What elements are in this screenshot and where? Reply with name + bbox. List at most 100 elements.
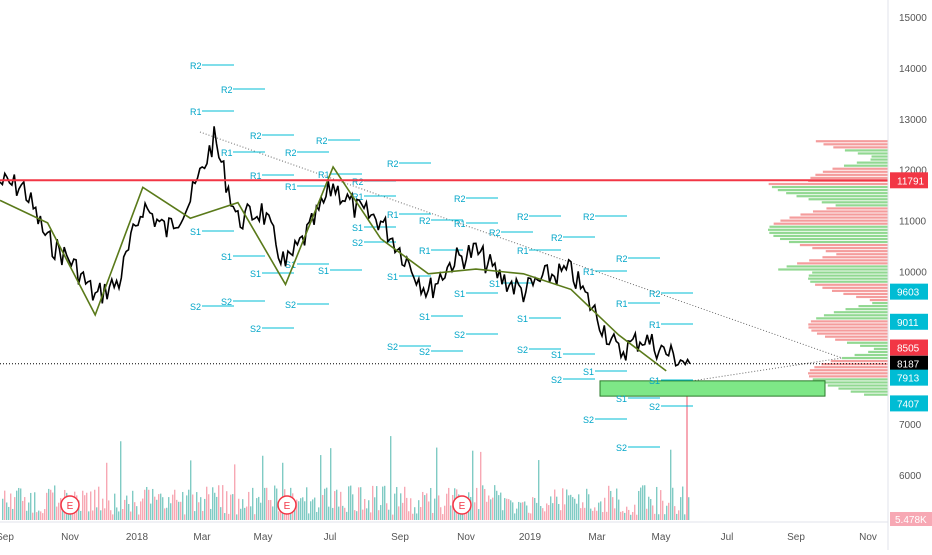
- time-tick-label: Nov: [859, 532, 877, 543]
- volume-bar: [654, 513, 656, 520]
- volume-bar: [232, 494, 234, 520]
- time-tick-label: May: [652, 532, 671, 543]
- volume-bar: [374, 497, 376, 520]
- volume-profile-bar: [812, 378, 888, 381]
- pivot-label: R1: [419, 246, 431, 256]
- pivot-level: R2: [221, 85, 265, 95]
- volume-bar: [480, 451, 482, 520]
- pivot-level: S2: [190, 302, 234, 312]
- volume-bar: [14, 497, 16, 520]
- pivot-label: S1: [454, 289, 465, 299]
- pivot-level: S1: [419, 312, 463, 322]
- volume-profile-bar: [833, 146, 888, 149]
- pivot-level: S1: [387, 272, 431, 282]
- volume-profile-bar: [816, 332, 888, 335]
- volume-bar: [160, 493, 162, 520]
- pivot-level: S2: [517, 345, 561, 355]
- volume-bar: [584, 507, 586, 520]
- pivot-label: S1: [551, 350, 562, 360]
- price-tick-label: 12000: [899, 166, 927, 177]
- volume-bar: [180, 501, 182, 520]
- volume-bar: [504, 498, 506, 520]
- volume-bar: [550, 496, 552, 520]
- volume-bar: [582, 502, 584, 520]
- pivot-label: S2: [551, 375, 562, 385]
- volume-bar: [36, 512, 38, 520]
- volume-bar: [48, 488, 50, 520]
- volume-bar: [574, 498, 576, 520]
- volume-bar: [390, 436, 392, 520]
- volume-bar: [604, 497, 606, 520]
- volume-bar: [306, 487, 308, 520]
- volume-bar: [320, 455, 322, 520]
- volume-bar: [628, 509, 630, 520]
- volume-profile-bar: [871, 155, 888, 158]
- pivot-level: R1: [454, 219, 498, 229]
- volume-bar: [610, 490, 612, 520]
- volume-bar: [416, 513, 418, 520]
- volume-bar: [542, 508, 544, 520]
- volume-bar: [42, 513, 44, 520]
- volume-bar: [254, 514, 256, 520]
- volume-label: 5.478K: [890, 512, 932, 526]
- time-tick-label: 2019: [519, 532, 542, 543]
- volume-bar: [370, 512, 372, 520]
- volume-bar: [114, 493, 116, 520]
- volume-bar: [136, 506, 138, 520]
- volume-bar: [474, 502, 476, 520]
- volume-profile-bar: [824, 335, 888, 338]
- pivot-level: R2: [316, 136, 360, 146]
- volume-bar-spike: [686, 380, 688, 520]
- volume-bar: [502, 510, 504, 520]
- pivot-level: S1: [352, 223, 396, 233]
- volume-bar: [242, 499, 244, 520]
- volume-bar: [426, 493, 428, 520]
- volume-bar: [104, 508, 106, 520]
- event-marker: E: [60, 495, 80, 515]
- pivot-label: S2: [454, 330, 465, 340]
- volume-bar: [486, 501, 488, 520]
- volume-bar: [156, 499, 158, 520]
- volume-bar: [636, 514, 638, 520]
- volume-bar: [280, 505, 282, 520]
- volume-bar: [258, 496, 260, 520]
- volume-bar: [422, 491, 424, 520]
- volume-bar: [84, 495, 86, 520]
- volume-bar: [10, 493, 12, 520]
- volume-bar: [332, 507, 334, 520]
- volume-bar: [638, 490, 640, 520]
- volume-bar: [346, 511, 348, 520]
- volume-bar: [168, 497, 170, 520]
- volume-bar: [70, 513, 72, 520]
- volume-bar: [206, 486, 208, 520]
- volume-bar: [38, 510, 40, 520]
- volume-bar: [664, 514, 666, 520]
- pivot-label: R2: [419, 216, 431, 226]
- volume-bar: [380, 505, 382, 520]
- volume-bar: [162, 497, 164, 520]
- time-axis[interactable]: Sep Nov 2018 Mar May Jul Sep Nov 2019 Mar May Jul Se…: [0, 532, 877, 543]
- volume-bar: [126, 495, 128, 520]
- volume-bar: [128, 504, 130, 520]
- volume-bar: [140, 501, 142, 520]
- volume-bar: [324, 488, 326, 520]
- pivot-label: S2: [387, 342, 398, 352]
- pivot-label: S1: [583, 367, 594, 377]
- volume-bar: [530, 513, 532, 520]
- volume-profile-bar: [857, 152, 888, 155]
- volume-profile-bar: [838, 387, 888, 390]
- volume-bar: [526, 505, 528, 520]
- price-label-text: 9011: [897, 318, 919, 329]
- volume-bar: [304, 501, 306, 520]
- volume-bar: [600, 501, 602, 520]
- volume-profile-bar: [769, 225, 888, 228]
- pivot-level: S2: [454, 330, 498, 340]
- volume-bar: [630, 514, 632, 520]
- volume-profile-bar: [869, 298, 888, 302]
- volume-profile-bar: [868, 350, 888, 354]
- price-label-text: 11791: [897, 176, 925, 187]
- volume-bar: [528, 512, 530, 520]
- volume-bar: [646, 508, 648, 520]
